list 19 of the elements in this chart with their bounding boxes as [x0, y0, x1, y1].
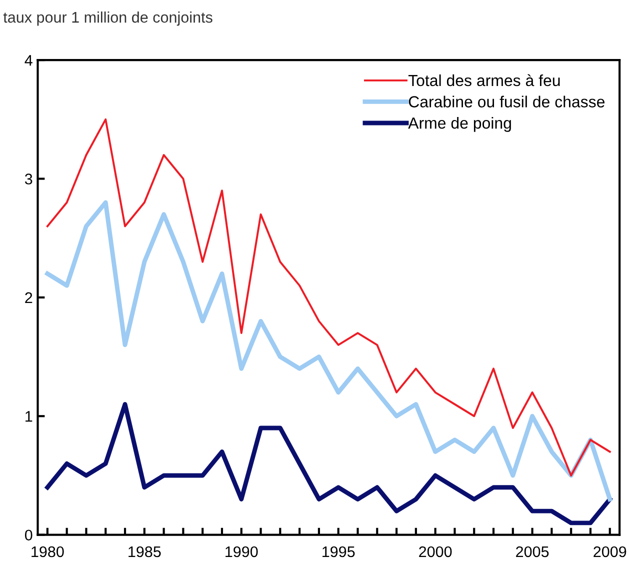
legend-label: Total des armes à feu [408, 74, 560, 86]
legend-label: Carabine ou fusil de chasse [408, 96, 604, 108]
x-tick-label: 2009 [594, 546, 626, 558]
x-tick-label: 1980 [32, 546, 64, 558]
x-tick-label: 1985 [128, 546, 161, 558]
y-tick-label: 4 [24, 55, 32, 66]
x-tick-label: 1990 [226, 546, 258, 558]
y-axis-title: taux pour 1 million de conjoints [3, 12, 212, 26]
y-tick-label: 3 [24, 174, 32, 184]
line-series [45, 200, 612, 502]
y-tick-label: 2 [25, 292, 32, 303]
y-tick-label: 0 [24, 530, 32, 541]
line-series [46, 118, 611, 476]
y-tick-label: 1 [26, 411, 32, 422]
x-tick-label: 1995 [322, 546, 355, 558]
line-series [45, 402, 612, 526]
legend-label: Arme de poing [408, 116, 511, 132]
x-tick-label: 2000 [419, 546, 452, 558]
x-tick-label: 2005 [516, 546, 549, 558]
